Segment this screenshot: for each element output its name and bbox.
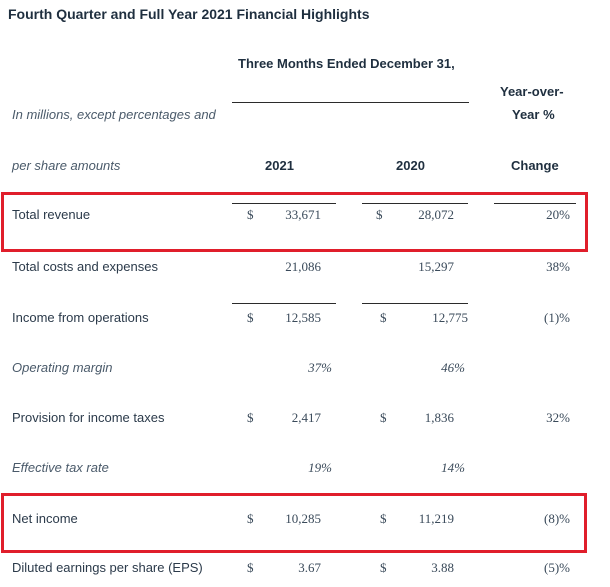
- currency-symbol: $: [380, 560, 387, 575]
- row-label: Diluted earnings per share (EPS): [12, 560, 203, 575]
- highlight-box-net-income: [1, 493, 587, 553]
- highlight-box-revenue: [1, 192, 588, 252]
- value-2021: 33,671: [285, 207, 321, 222]
- value-2021: 2,417: [291, 410, 321, 425]
- value-2021: 3.67: [298, 560, 321, 575]
- period-underline: [232, 102, 469, 103]
- value-2020: 14%: [441, 460, 465, 475]
- yoy-change: 38%: [546, 259, 570, 274]
- rule: [232, 203, 336, 204]
- yoy-header-line2: Year %: [512, 107, 555, 122]
- value-2021: 10,285: [285, 511, 321, 526]
- yoy-change: (8)%: [544, 511, 570, 526]
- row-label: Total costs and expenses: [12, 259, 158, 274]
- row-label: Total revenue: [12, 207, 91, 222]
- rule: [362, 203, 468, 204]
- value-2021: 21,086: [285, 259, 321, 274]
- value-2020: 15,297: [418, 259, 454, 274]
- rule: [362, 303, 468, 304]
- page-title: Fourth Quarter and Full Year 2021 Financ…: [8, 6, 370, 22]
- currency-symbol: $: [380, 410, 387, 425]
- units-note-line1: In millions, except percentages and: [12, 107, 216, 122]
- yoy-header-line1: Year-over-: [500, 84, 564, 99]
- currency-symbol: $: [380, 310, 387, 325]
- period-header: Three Months Ended December 31,: [238, 56, 455, 71]
- currency-symbol: $: [247, 560, 254, 575]
- value-2020: 46%: [441, 360, 465, 375]
- col-2020-header: 2020: [396, 158, 425, 173]
- value-2020: 1,836: [424, 410, 454, 425]
- value-2021: 12,585: [285, 310, 321, 325]
- yoy-change: 32%: [546, 410, 570, 425]
- currency-symbol: $: [376, 207, 383, 222]
- row-label: Income from operations: [12, 310, 149, 325]
- rule: [232, 303, 336, 304]
- currency-symbol: $: [380, 511, 387, 526]
- yoy-change: (5)%: [544, 560, 570, 575]
- value-2021: 37%: [308, 360, 332, 375]
- currency-symbol: $: [247, 310, 254, 325]
- currency-symbol: $: [247, 410, 254, 425]
- value-2021: 19%: [308, 460, 332, 475]
- row-label: Effective tax rate: [12, 460, 109, 475]
- row-label: Operating margin: [12, 360, 113, 375]
- yoy-change: 20%: [546, 207, 570, 222]
- value-2020: 11,219: [418, 511, 454, 526]
- rule: [494, 203, 576, 204]
- value-2020: 28,072: [418, 207, 454, 222]
- row-label: Provision for income taxes: [12, 410, 165, 425]
- value-2020: 12,775: [432, 310, 468, 325]
- units-note-line2: per share amounts: [12, 158, 121, 173]
- currency-symbol: $: [247, 511, 254, 526]
- currency-symbol: $: [247, 207, 254, 222]
- row-label: Net income: [12, 511, 78, 526]
- yoy-change: (1)%: [544, 310, 570, 325]
- change-header: Change: [511, 158, 559, 173]
- col-2021-header: 2021: [265, 158, 294, 173]
- value-2020: 3.88: [431, 560, 454, 575]
